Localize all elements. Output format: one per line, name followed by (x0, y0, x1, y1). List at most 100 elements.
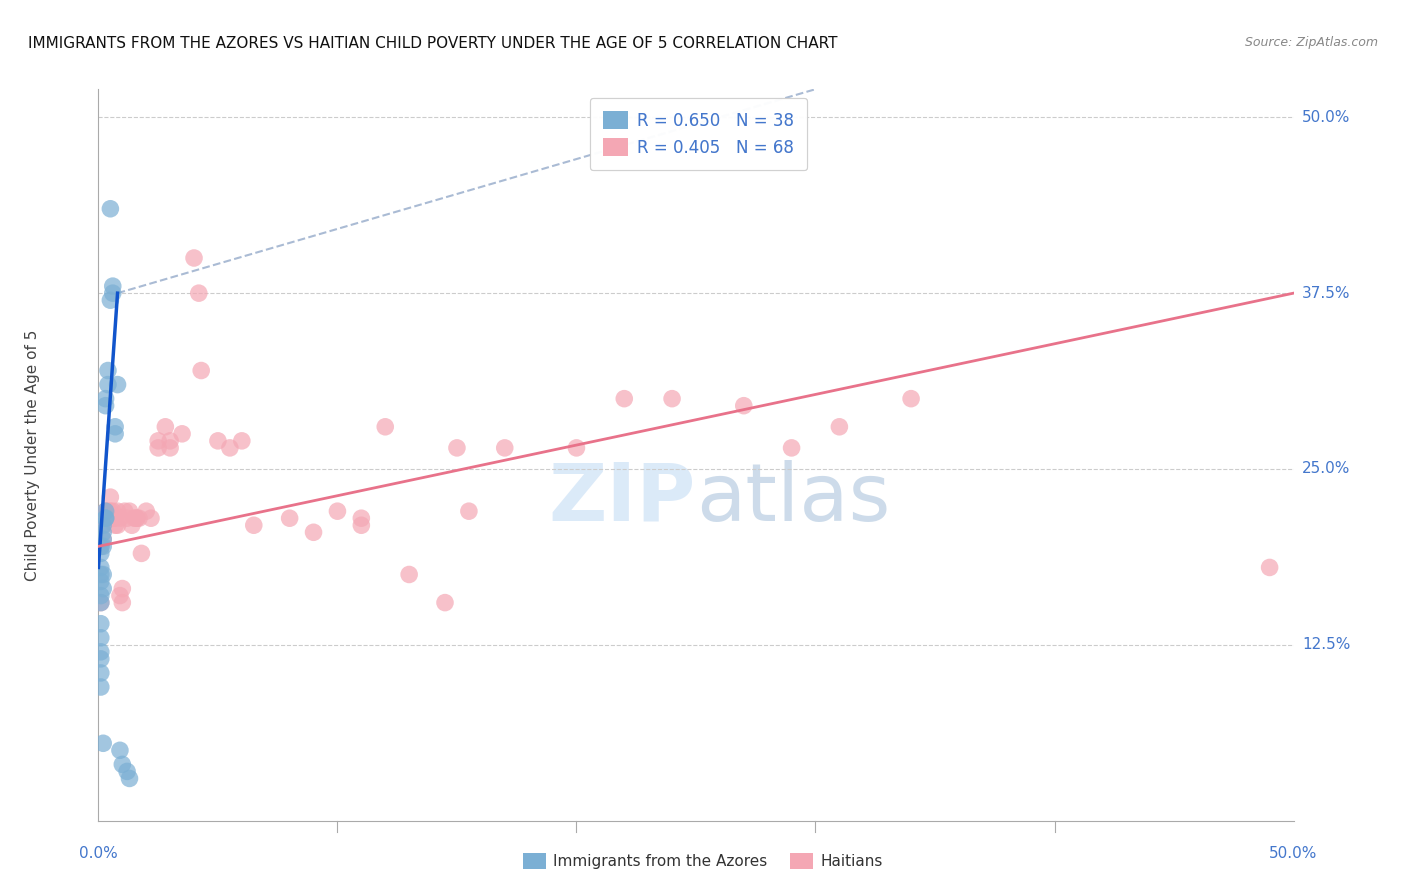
Point (139, 511, 162, 525)
Point (91, 525, 114, 540)
Point (111, 582, 134, 596)
Point (94, 511, 117, 525)
Point (108, 743, 131, 757)
Point (125, 511, 148, 525)
Point (231, 434, 253, 448)
Point (114, 504, 136, 518)
Point (183, 251, 205, 265)
Point (94, 511, 117, 525)
Point (94, 511, 117, 525)
Text: Source: ZipAtlas.com: Source: ZipAtlas.com (1244, 36, 1378, 49)
Point (219, 441, 242, 455)
Point (91, 533, 114, 547)
Point (101, 504, 124, 518)
Point (326, 504, 349, 518)
Point (98, 511, 122, 525)
Point (90, 539, 112, 553)
Point (613, 392, 636, 406)
Point (90, 546, 112, 560)
Point (398, 567, 420, 582)
Point (91, 736, 114, 750)
Point (98, 504, 122, 518)
Point (111, 757, 134, 772)
Point (90, 539, 112, 553)
Point (90, 589, 112, 603)
Point (97, 363, 120, 377)
Point (135, 504, 157, 518)
Point (243, 518, 266, 533)
Point (350, 511, 373, 525)
Text: Child Poverty Under the Age of 5: Child Poverty Under the Age of 5 (25, 329, 41, 581)
Point (90, 680, 112, 694)
Point (90, 652, 112, 666)
Point (159, 441, 181, 455)
Point (172, 426, 194, 441)
Legend: Immigrants from the Azores, Haitians: Immigrants from the Azores, Haitians (516, 847, 890, 875)
Point (190, 363, 212, 377)
Point (97, 377, 120, 392)
Point (101, 286, 124, 301)
Point (90, 560, 112, 574)
Point (101, 511, 124, 525)
Point (90, 631, 112, 645)
Point (91, 518, 114, 533)
Point (98, 490, 122, 504)
Text: 50.0%: 50.0% (1302, 110, 1350, 125)
Text: 12.5%: 12.5% (1302, 637, 1350, 652)
Point (1258, 560, 1281, 574)
Point (108, 511, 131, 525)
Point (90, 665, 112, 680)
Point (107, 377, 129, 392)
Point (128, 511, 150, 525)
Point (125, 511, 148, 525)
Point (374, 419, 396, 434)
Point (94, 511, 117, 525)
Point (115, 764, 138, 779)
Point (101, 511, 124, 525)
Point (780, 441, 803, 455)
Point (104, 518, 127, 533)
Point (91, 582, 114, 596)
Point (108, 589, 131, 603)
Point (91, 533, 114, 547)
Point (91, 518, 114, 533)
Point (94, 399, 117, 413)
Point (118, 772, 141, 786)
Point (97, 511, 120, 525)
Point (565, 441, 588, 455)
Text: 25.0%: 25.0% (1302, 461, 1350, 476)
Point (131, 546, 153, 560)
Point (107, 518, 129, 533)
Point (828, 419, 851, 434)
Point (90, 616, 112, 631)
Point (900, 392, 922, 406)
Point (98, 202, 122, 216)
Point (115, 511, 138, 525)
Point (111, 596, 134, 610)
Point (104, 419, 127, 434)
Point (148, 441, 170, 455)
Point (155, 419, 177, 434)
Point (433, 596, 456, 610)
Point (97, 511, 120, 525)
Text: ZIP: ZIP (548, 459, 696, 538)
Point (458, 504, 481, 518)
Point (90, 574, 112, 589)
Point (91, 567, 114, 582)
Point (90, 645, 112, 659)
Point (494, 441, 516, 455)
Point (94, 392, 117, 406)
Text: 37.5%: 37.5% (1302, 285, 1350, 301)
Point (302, 525, 325, 540)
Point (148, 434, 170, 448)
Point (90, 596, 112, 610)
Point (90, 567, 112, 582)
Point (101, 279, 124, 293)
Point (446, 441, 468, 455)
Point (187, 286, 209, 301)
Point (97, 504, 120, 518)
Point (98, 293, 122, 308)
Point (91, 539, 114, 553)
Text: atlas: atlas (696, 459, 890, 538)
Point (159, 434, 181, 448)
